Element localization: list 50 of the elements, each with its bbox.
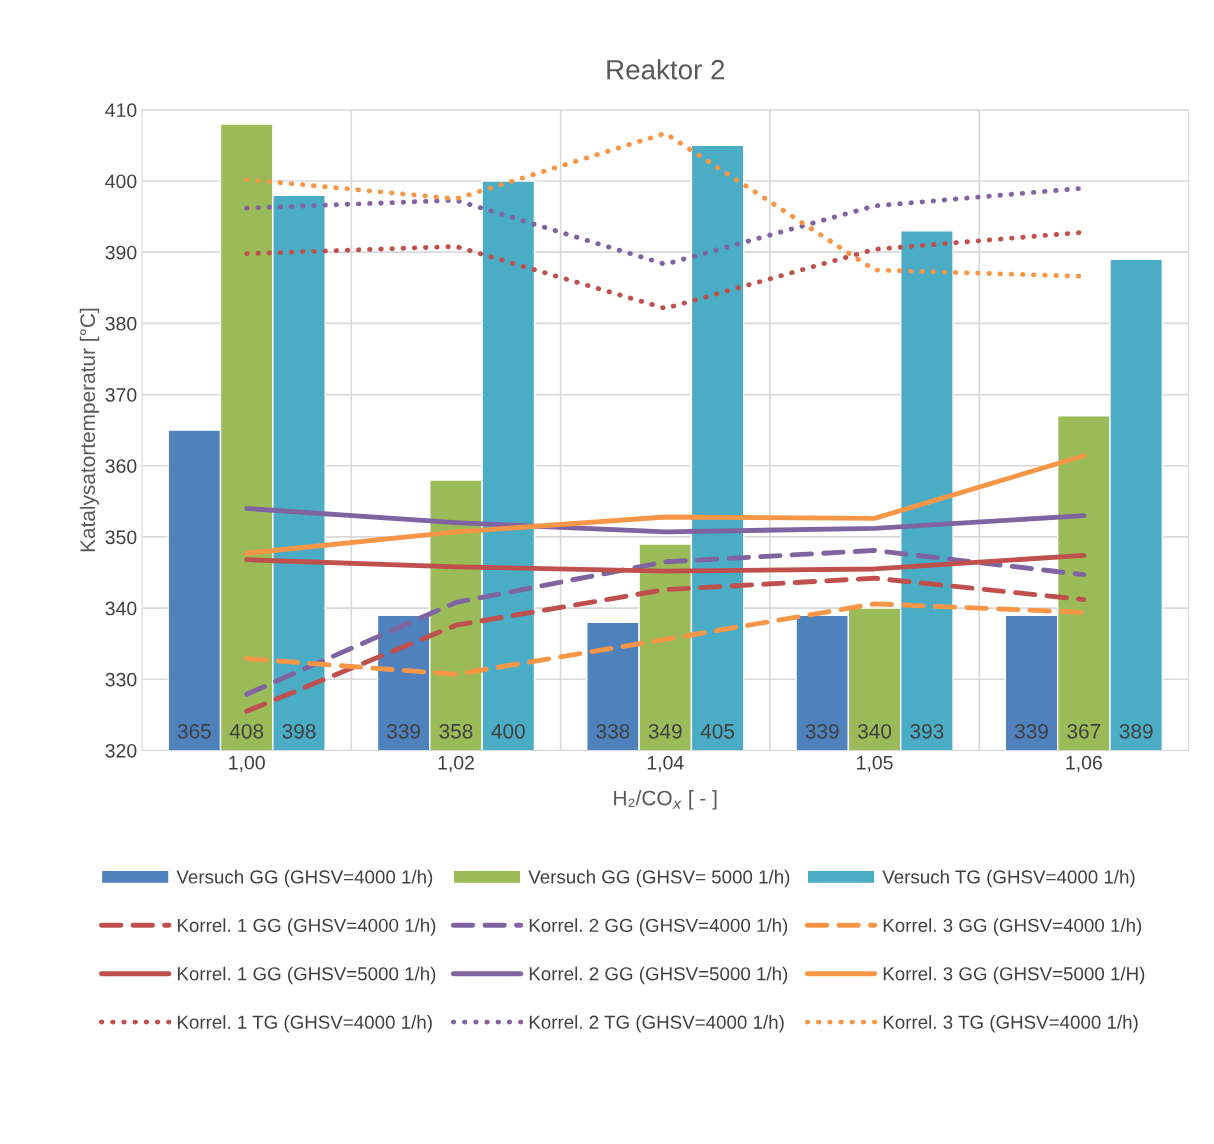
y-tick-label: 410	[105, 103, 137, 118]
chart-title: Reaktor 2	[607, 59, 725, 80]
data-label: 365	[177, 723, 211, 739]
line-series	[244, 453, 1087, 556]
y-tick-label: 350	[105, 530, 137, 545]
data-label: 339	[387, 723, 421, 739]
y-axis-title: Katalysatortemperatur [°C]	[79, 308, 100, 552]
y-tick-label: 390	[105, 245, 137, 260]
data-label: 339	[1014, 723, 1048, 739]
data-label: 398	[282, 723, 316, 739]
legend-label: Korrel. 1 TG (GHSV=4000 1/h)	[177, 1015, 432, 1033]
legend-label: Korrel. 1 GG (GHSV=4000 1/h)	[177, 918, 436, 936]
x-tick-label: 1,02	[438, 755, 474, 772]
data-label: 408	[229, 723, 264, 739]
data-label: 349	[648, 723, 682, 739]
line-series	[244, 552, 1087, 574]
legend-label: Korrel. 3 TG (GHSV=4000 1/h)	[883, 1015, 1138, 1033]
data-label: 393	[910, 723, 944, 739]
line-series	[244, 548, 1087, 697]
y-tick-label: 400	[105, 174, 137, 189]
legend-label: Korrel. 3 GG (GHSV=4000 1/h)	[883, 918, 1142, 936]
legend-label: Versuch GG (GHSV= 5000 1/h)	[528, 869, 790, 888]
x-tick-label: 1,05	[857, 755, 893, 772]
x-tick-label: 1,04	[647, 755, 684, 772]
line-series	[244, 575, 1087, 714]
data-label: 339	[805, 723, 839, 739]
x-tick-label: 1,00	[229, 755, 265, 772]
legend-label: Korrel. 2 GG (GHSV=4000 1/h)	[529, 918, 788, 936]
y-tick-label: 340	[105, 601, 137, 616]
legend-label: Korrel. 3 GG (GHSV=5000 1/H)	[883, 966, 1145, 985]
y-tick-label: 320	[105, 743, 137, 758]
data-label: 405	[700, 723, 735, 739]
data-label: 389	[1119, 723, 1153, 739]
x-tick-label: 1,06	[1066, 755, 1102, 772]
y-tick-label: 370	[105, 388, 137, 402]
data-label: 338	[596, 723, 630, 739]
legend-label: Korrel. 1 GG (GHSV=5000 1/h)	[177, 966, 436, 985]
legend-label: Versuch GG (GHSV=4000 1/h)	[176, 869, 433, 888]
legend-label: Korrel. 2 TG (GHSV=4000 1/h)	[529, 1015, 784, 1033]
y-tick-label: 380	[105, 316, 137, 331]
data-label: 358	[439, 723, 473, 739]
data-label: 400	[491, 723, 525, 739]
y-tick-label: 330	[105, 672, 137, 687]
legend-label: Versuch TG (GHSV=4000 1/h)	[882, 869, 1135, 888]
y-tick-label: 360	[105, 459, 137, 473]
x-axis-title: H₂/CO$_{x}$ [ - ]	[614, 790, 717, 810]
line-series	[244, 506, 1087, 535]
legend-label: Korrel. 2 GG (GHSV=5000 1/h)	[529, 966, 788, 985]
data-label: 367	[1067, 723, 1101, 739]
data-label: 340	[857, 723, 892, 739]
